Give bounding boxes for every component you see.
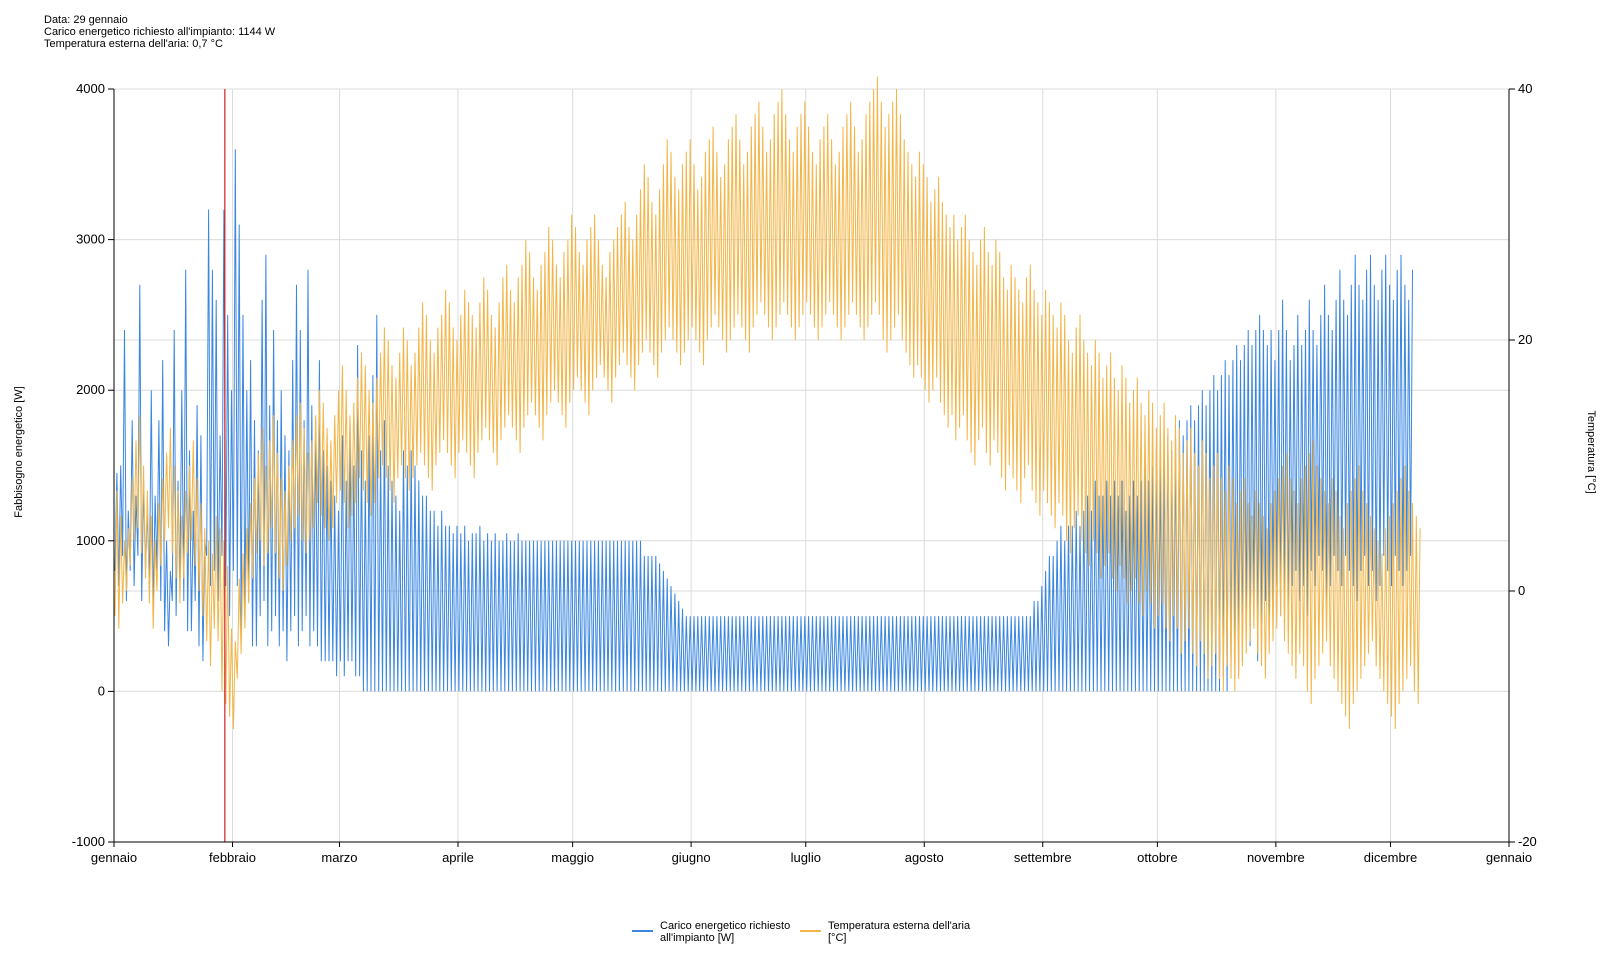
y-left-tick-label: 2000 xyxy=(76,382,105,397)
x-tick-label: febbraio xyxy=(209,850,256,865)
y-left-tick-label: 0 xyxy=(98,683,105,698)
axes xyxy=(113,89,1510,843)
y-right-tick-label: -20 xyxy=(1518,834,1537,849)
x-tick-label: dicembre xyxy=(1364,850,1417,865)
info-panel: Data: 29 gennaio Carico energetico richi… xyxy=(44,14,275,50)
x-tick-label: novembre xyxy=(1247,850,1305,865)
x-tick-label: agosto xyxy=(905,850,944,865)
y-axis-left-title: Fabbisogno energetico [W] xyxy=(13,386,25,517)
legend-label-load-line2: all'impianto [W] xyxy=(660,932,734,944)
y-left-tick-label: 1000 xyxy=(76,533,105,548)
x-tick-label: marzo xyxy=(321,850,357,865)
y-right-tick-label: 40 xyxy=(1518,81,1532,96)
y-left-tick-label: 3000 xyxy=(76,232,105,247)
x-tick-label: aprile xyxy=(442,850,474,865)
y-left-tick-label: 4000 xyxy=(76,81,105,96)
tick-labels: gennaio febbraio marzo aprile maggio giugno lu… xyxy=(72,81,1537,865)
info-temperature: Temperatura esterna dell'aria: 0,7 °C xyxy=(44,38,223,50)
legend: Carico energetico richiesto all'impianto… xyxy=(632,920,971,944)
x-tick-label: ottobre xyxy=(1137,850,1177,865)
info-load: Carico energetico richiesto all'impianto… xyxy=(44,26,276,38)
info-date: Data: 29 gennaio xyxy=(44,14,128,26)
x-tick-label: maggio xyxy=(551,850,594,865)
y-axis-right-title: Temperatura [°C] xyxy=(1585,410,1597,493)
legend-label-load-line1: Carico energetico richiesto xyxy=(660,920,790,932)
x-tick-label: giugno xyxy=(672,850,711,865)
x-tick-label: settembre xyxy=(1014,850,1072,865)
y-left-tick-label: -1000 xyxy=(72,834,105,849)
x-tick-label: gennaio xyxy=(91,850,137,865)
series-line-temperature xyxy=(114,76,1421,730)
x-tick-label: gennaio xyxy=(1486,850,1532,865)
y-right-tick-label: 0 xyxy=(1518,583,1525,598)
y-right-tick-label: 20 xyxy=(1518,332,1532,347)
legend-label-temperature-line1: Temperatura esterna dell'aria xyxy=(828,920,971,932)
series-layer xyxy=(114,76,1421,730)
x-tick-label: luglio xyxy=(791,850,821,865)
legend-label-temperature-line2: [°C] xyxy=(828,932,846,944)
